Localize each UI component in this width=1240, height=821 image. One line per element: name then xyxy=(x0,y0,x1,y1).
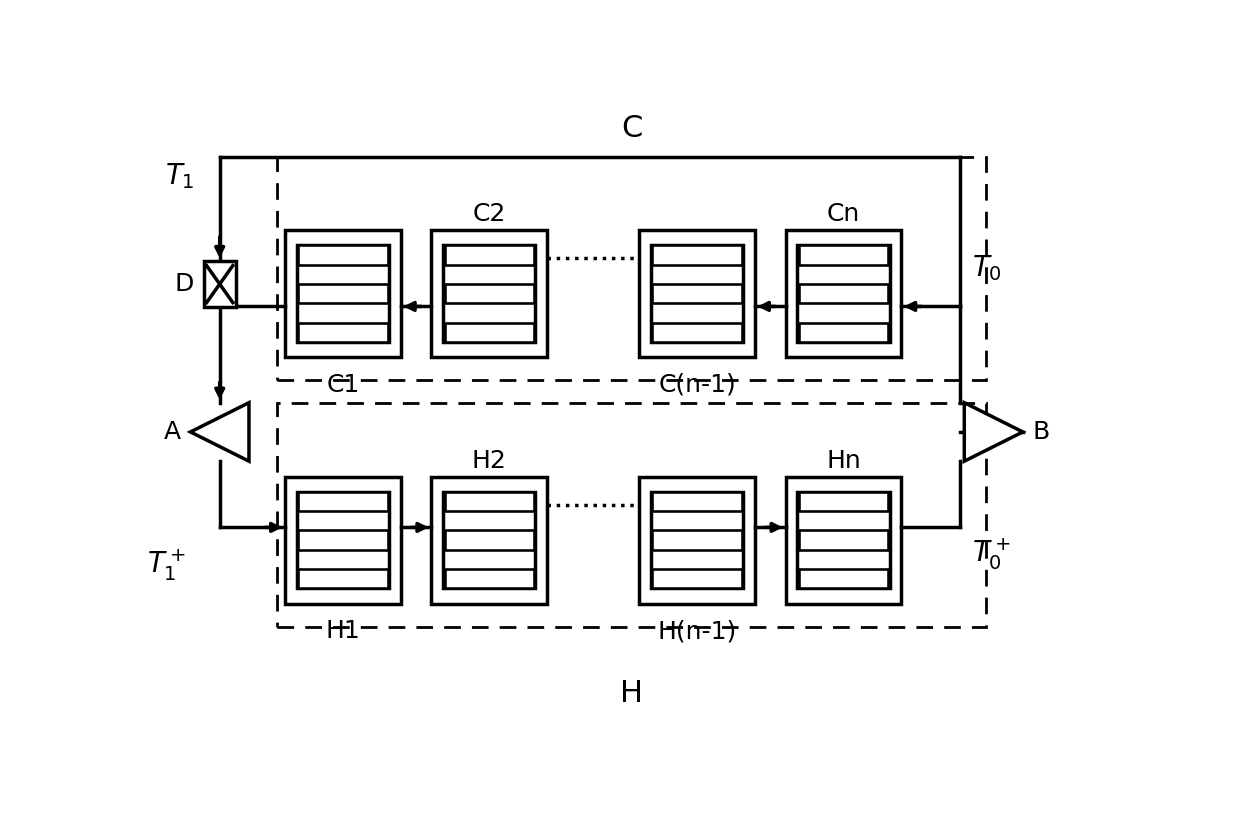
Bar xyxy=(640,476,755,603)
Bar xyxy=(786,230,901,357)
Text: H1: H1 xyxy=(326,619,361,643)
Bar xyxy=(299,492,388,511)
Bar xyxy=(652,284,742,304)
Bar xyxy=(799,284,888,304)
Bar xyxy=(652,569,742,589)
Bar xyxy=(432,476,547,603)
Text: $T_1$: $T_1$ xyxy=(165,162,195,191)
Bar xyxy=(799,530,888,550)
Bar xyxy=(651,492,743,589)
Bar xyxy=(296,245,389,342)
Bar xyxy=(296,492,389,589)
Text: H(n-1): H(n-1) xyxy=(657,619,737,643)
Text: C: C xyxy=(621,114,642,143)
Text: H2: H2 xyxy=(471,449,507,473)
Bar xyxy=(799,323,888,342)
Bar xyxy=(285,230,401,357)
Bar xyxy=(797,492,889,589)
Bar xyxy=(786,476,901,603)
Bar xyxy=(444,323,534,342)
Text: $T_0$: $T_0$ xyxy=(972,253,1002,282)
Bar xyxy=(285,476,401,603)
Bar xyxy=(443,245,536,342)
Bar xyxy=(652,530,742,550)
Text: C(n-1): C(n-1) xyxy=(658,373,737,397)
Bar xyxy=(640,230,755,357)
Text: C2: C2 xyxy=(472,202,506,227)
Bar xyxy=(444,245,534,264)
Polygon shape xyxy=(191,402,249,461)
Bar xyxy=(652,492,742,511)
Bar xyxy=(443,492,536,589)
Bar xyxy=(799,492,888,511)
Polygon shape xyxy=(965,402,1023,461)
Text: D: D xyxy=(175,272,195,296)
Bar xyxy=(797,245,889,342)
Text: $T_1^+$: $T_1^+$ xyxy=(148,548,186,584)
Bar xyxy=(203,261,236,307)
Bar xyxy=(299,284,388,304)
Text: C1: C1 xyxy=(326,373,360,397)
Bar xyxy=(652,323,742,342)
Bar xyxy=(651,245,743,342)
Bar xyxy=(299,569,388,589)
Text: B: B xyxy=(1032,420,1049,444)
Bar xyxy=(444,492,534,511)
Text: A: A xyxy=(164,420,181,444)
Bar xyxy=(299,530,388,550)
Bar xyxy=(444,284,534,304)
Bar xyxy=(299,245,388,264)
Bar xyxy=(278,157,986,380)
Bar xyxy=(799,245,888,264)
Text: Hn: Hn xyxy=(826,449,861,473)
Bar xyxy=(444,530,534,550)
Bar xyxy=(299,323,388,342)
Bar xyxy=(444,569,534,589)
Bar xyxy=(432,230,547,357)
Bar xyxy=(652,245,742,264)
Text: $T_0^+$: $T_0^+$ xyxy=(972,536,1011,572)
Text: H: H xyxy=(620,679,644,709)
Bar xyxy=(799,569,888,589)
Bar xyxy=(278,403,986,626)
Text: Cn: Cn xyxy=(827,202,861,227)
